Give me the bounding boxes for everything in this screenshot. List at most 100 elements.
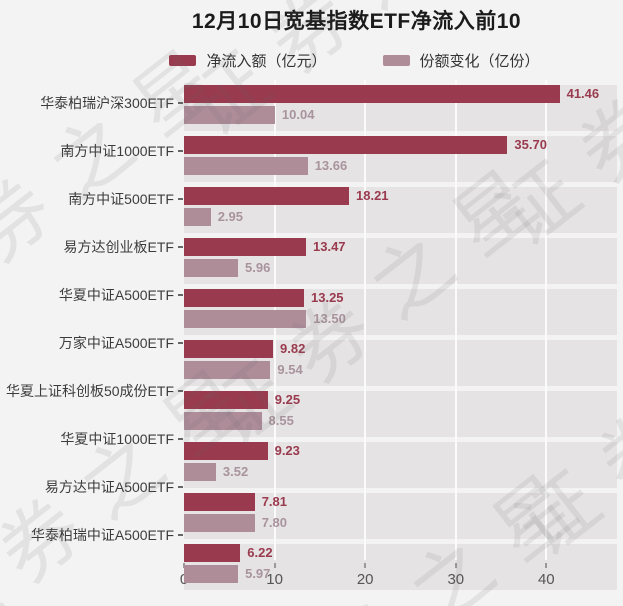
x-tick-label: 30 (447, 571, 465, 588)
y-axis-label: 南方中证500ETF (0, 176, 184, 222)
inflow-bar-line: 9.23 (184, 442, 617, 460)
y-tick-mark (178, 390, 183, 392)
y-axis-label: 华夏上证科创板50成份ETF (0, 368, 184, 414)
y-axis-label: 易方达中证A500ETF (0, 464, 184, 510)
inflow-bar (184, 187, 349, 205)
share-change-bar (184, 310, 307, 328)
inflow-value-label: 18.21 (356, 188, 389, 203)
share-change-bar (184, 208, 211, 226)
row-band: 9.82 9.54 (184, 340, 617, 386)
share-change-bar-line: 9.54 (184, 361, 617, 379)
gridline (364, 80, 367, 560)
etf-name-label: 华泰柏瑞沪深300ETF (40, 95, 174, 111)
inflow-swatch-icon (169, 55, 197, 66)
share-change-value-label: 5.96 (245, 260, 271, 275)
share-change-bar-line: 3.52 (184, 463, 617, 481)
x-tick-label: 10 (266, 571, 283, 588)
etf-name-label: 华夏上证科创板50成份ETF (5, 383, 174, 399)
share-change-value-label: 2.95 (217, 209, 243, 224)
etf-name-label: 华夏中证A500ETF (58, 287, 174, 303)
x-tick-mark (364, 563, 367, 568)
row-band: 13.47 5.96 (184, 238, 617, 284)
inflow-bar-line: 7.81 (184, 493, 617, 511)
etf-name-label: 南方中证500ETF (68, 191, 174, 207)
inflow-value-label: 9.82 (280, 341, 306, 356)
legend: 净流入额（亿元） 份额变化（亿份） (0, 50, 623, 71)
inflow-bar (184, 391, 268, 409)
share-change-legend-label: 份额变化（亿份） (419, 53, 540, 70)
inflow-bar-line: 6.22 (184, 544, 617, 562)
y-axis-label: 华夏中证1000ETF (0, 416, 184, 462)
y-axis-labels: 华泰柏瑞沪深300ETF 南方中证1000ETF 南方中证500ETF 易方达创业板E… (0, 80, 184, 560)
share-change-bar (184, 463, 216, 481)
inflow-bar (184, 289, 304, 307)
plot-area: 41.46 10.04 35.70 13.66 18.21 2.95 13.47 5.96 13… (184, 80, 617, 590)
share-change-value-label: 3.52 (222, 464, 249, 479)
y-axis-label: 易方达创业板ETF (0, 224, 184, 270)
inflow-bar-line: 9.25 (184, 391, 617, 409)
inflow-bar (184, 493, 255, 511)
y-tick-mark (178, 534, 183, 536)
share-change-value-label: 13.66 (314, 158, 348, 173)
inflow-value-label: 13.25 (311, 290, 344, 305)
x-tick-mark (273, 563, 276, 568)
row-band: 7.81 7.80 (184, 493, 617, 539)
row-band: 18.21 2.95 (184, 187, 617, 233)
share-change-bar-line: 5.96 (184, 259, 617, 277)
inflow-bar (184, 136, 508, 154)
share-change-bar (184, 565, 239, 583)
etf-name-label: 南方中证1000ETF (60, 143, 174, 159)
inflow-value-label: 35.70 (514, 137, 547, 152)
inflow-bar-line: 41.46 (184, 85, 617, 103)
share-change-bar (184, 259, 238, 277)
legend-item-share-change: 份额变化（亿份） (382, 50, 540, 71)
y-axis-label: 华泰柏瑞沪深300ETF (0, 80, 184, 126)
x-tick-mark (545, 563, 548, 568)
etf-name-label: 华泰柏瑞中证A500ETF (30, 527, 174, 543)
share-change-swatch-icon (382, 55, 410, 66)
inflow-value-label: 9.25 (274, 392, 301, 407)
share-change-bar-line: 13.66 (184, 157, 617, 175)
y-tick-mark (178, 294, 183, 296)
inflow-bar (184, 340, 273, 358)
inflow-bar-line: 9.82 (184, 340, 617, 358)
gridline (545, 80, 548, 560)
gridline (454, 80, 457, 560)
inflow-legend-label: 净流入额（亿元） (206, 53, 327, 70)
x-tick-label: 20 (356, 571, 374, 588)
y-axis-label: 华夏中证A500ETF (0, 272, 184, 318)
etf-name-label: 易方达中证A500ETF (44, 479, 174, 495)
share-change-bar-line: 2.95 (184, 208, 617, 226)
inflow-value-label: 13.47 (313, 239, 346, 254)
row-band: 13.25 13.50 (184, 289, 617, 335)
y-tick-mark (178, 438, 183, 440)
inflow-bar-line: 13.25 (184, 289, 617, 307)
y-tick-mark (178, 342, 183, 344)
inflow-bar-line: 13.47 (184, 238, 617, 256)
inflow-bar (184, 85, 560, 103)
y-tick-mark (178, 198, 183, 200)
share-change-value-label: 10.04 (281, 107, 315, 122)
etf-name-label: 万家中证A500ETF (58, 335, 174, 351)
y-tick-mark (178, 150, 183, 152)
share-change-bar (184, 157, 308, 175)
inflow-bar (184, 238, 306, 256)
y-tick-mark (178, 246, 183, 248)
chart-title: 12月10日宽基指数ETF净流入前10 (191, 10, 522, 33)
inflow-bar-line: 18.21 (184, 187, 617, 205)
share-change-value-label: 5.97 (245, 566, 271, 581)
share-change-bar-line: 10.04 (184, 106, 617, 124)
share-change-value-label: 9.54 (277, 362, 303, 377)
share-change-bar (184, 361, 271, 379)
y-axis-label: 南方中证1000ETF (0, 128, 184, 174)
legend-item-inflow: 净流入额（亿元） (169, 50, 327, 71)
y-tick-mark (178, 102, 183, 104)
share-change-bar-line: 8.55 (184, 412, 617, 430)
y-tick-mark (178, 486, 183, 488)
inflow-bar-line: 35.70 (184, 136, 617, 154)
inflow-value-label: 7.81 (261, 494, 287, 509)
share-change-bar (184, 412, 262, 430)
share-change-bar (184, 514, 255, 532)
row-band: 9.23 3.52 (184, 442, 617, 488)
